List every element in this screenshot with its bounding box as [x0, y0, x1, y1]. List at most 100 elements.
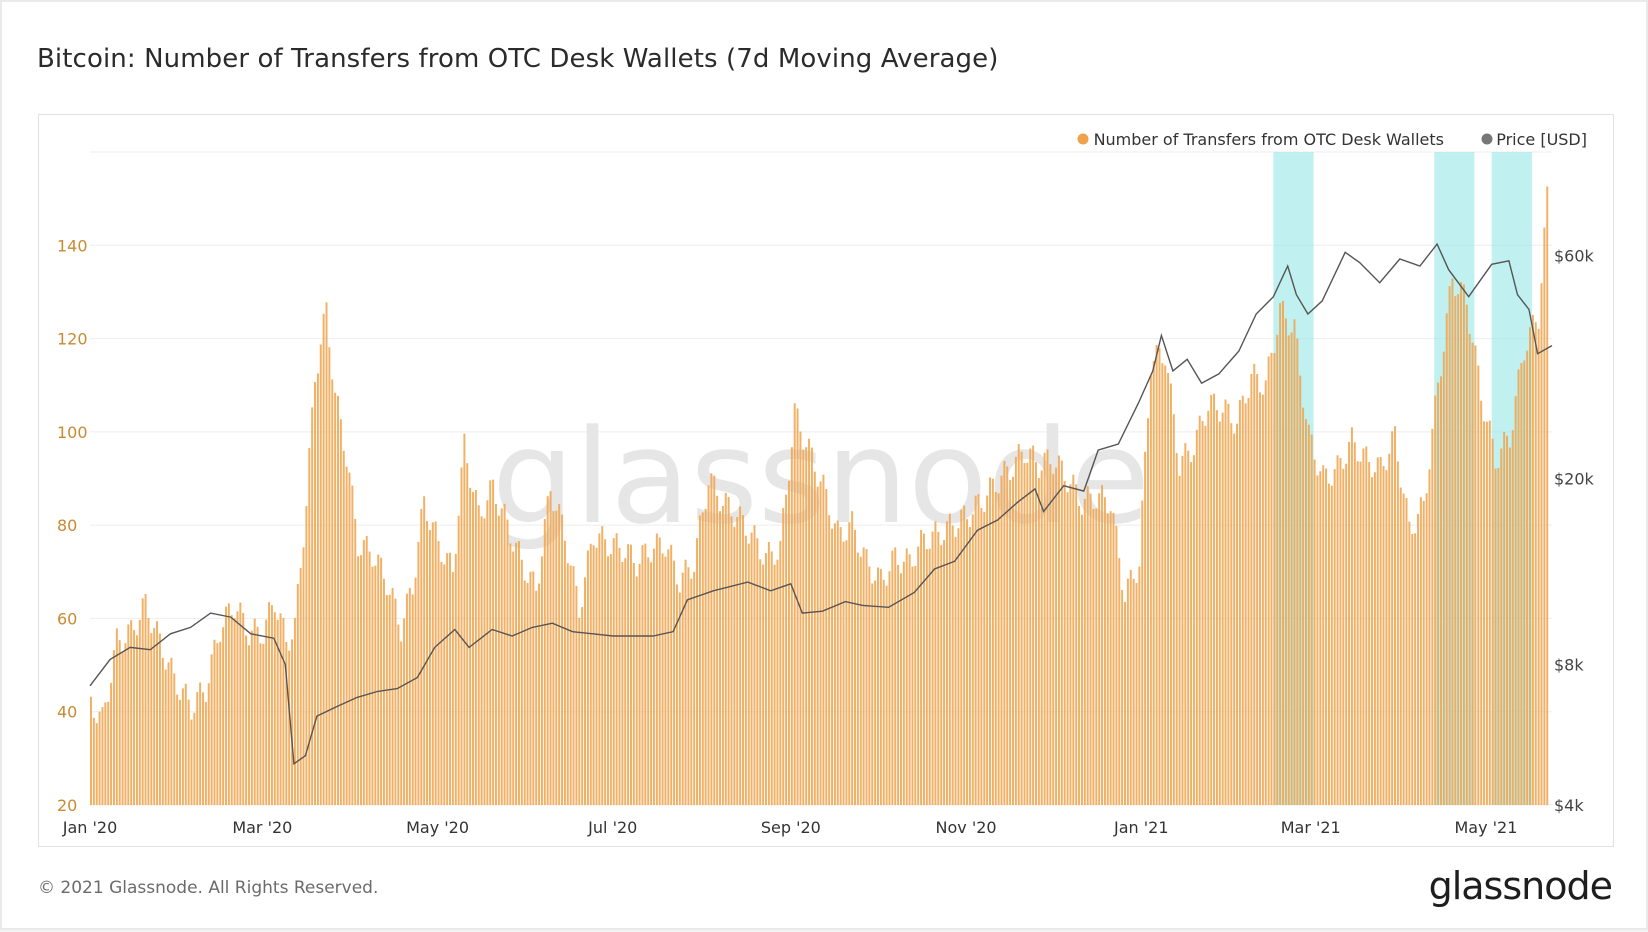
transfer-bar [1210, 394, 1213, 805]
transfer-bar [417, 541, 420, 805]
transfer-bar [675, 584, 678, 805]
transfer-bar [684, 559, 687, 805]
transfer-bar [1322, 465, 1325, 805]
transfer-bar [747, 543, 750, 805]
transfer-bar [405, 593, 408, 805]
transfer-bar [756, 538, 759, 805]
transfer-bar [1529, 327, 1531, 805]
transfer-bar [1485, 421, 1488, 805]
transfer-bar [698, 515, 701, 805]
transfer-bar [707, 485, 710, 805]
transfer-bar [489, 480, 492, 805]
transfer-bar [296, 584, 299, 805]
transfer-bar [1184, 443, 1187, 805]
left-axis-tick: 20 [57, 796, 77, 815]
transfer-bar [540, 556, 543, 805]
transfer-bar [1414, 533, 1417, 805]
transfer-bar [293, 617, 296, 805]
transfer-bar [1003, 460, 1006, 805]
transfer-bar [133, 630, 136, 805]
transfer-bar [359, 555, 362, 805]
transfer-bar [342, 450, 345, 805]
transfer-bar [1523, 360, 1526, 805]
transfer-bar [805, 447, 808, 805]
transfer-bar [836, 520, 839, 805]
transfer-bar [885, 585, 888, 805]
transfer-bar [1342, 468, 1345, 805]
transfer-bar [308, 448, 311, 805]
transfer-bar [739, 506, 742, 805]
transfer-bar [520, 559, 523, 805]
transfer-bar [928, 548, 931, 805]
transfer-bar [612, 538, 615, 805]
transfer-bar [822, 474, 825, 805]
transfer-bar [991, 478, 994, 805]
x-axis-tick: Sep '20 [761, 818, 821, 837]
transfer-bar [690, 578, 693, 805]
transfer-bar [90, 696, 92, 805]
transfer-bar [1276, 334, 1279, 805]
transfer-bar [339, 419, 342, 805]
transfer-bar [833, 523, 836, 805]
transfer-bar [1221, 412, 1224, 805]
transfer-bar [472, 492, 474, 805]
transfer-bar [615, 533, 618, 805]
transfer-bar [963, 505, 966, 805]
transfer-bar [945, 521, 948, 805]
transfer-bar [618, 547, 621, 805]
transfer-bar [1152, 361, 1155, 805]
transfer-bar [273, 612, 276, 805]
transfer-bar [1408, 521, 1411, 805]
transfer-bar [1092, 509, 1095, 805]
transfer-bar [92, 717, 95, 805]
transfer-bar [503, 503, 506, 805]
transfer-bar [1147, 418, 1149, 805]
transfer-bar [1330, 485, 1333, 805]
transfer-bar [1069, 484, 1072, 805]
transfer-bar [899, 573, 902, 805]
transfer-bar [1546, 186, 1549, 805]
transfer-bar [1304, 419, 1307, 805]
transfer-bar [179, 699, 182, 805]
transfer-bar [138, 619, 141, 805]
transfer-bar [994, 491, 997, 805]
transfer-bar [1017, 444, 1020, 805]
transfer-bar [940, 545, 943, 805]
transfer-bar [1009, 480, 1012, 805]
transfer-bar [767, 541, 770, 805]
transfer-bar [112, 650, 115, 805]
transfer-bar [951, 525, 954, 805]
transfer-bar [759, 559, 762, 805]
transfer-bar [581, 607, 584, 805]
transfer-bar [1057, 455, 1060, 805]
transfer-bar [877, 567, 879, 805]
transfer-bar [1213, 393, 1216, 805]
transfer-bar [130, 620, 133, 805]
transfer-bar [1144, 451, 1147, 805]
left-axis-tick: 60 [57, 609, 77, 628]
transfer-bar [403, 618, 406, 805]
transfer-bar [374, 565, 377, 805]
transfer-bar [1417, 513, 1419, 805]
transfer-bar [563, 540, 566, 805]
transfer-bar [457, 515, 460, 805]
transfer-bar [316, 373, 319, 805]
transfer-bar [974, 495, 977, 805]
right-axis-tick: $20k [1554, 470, 1595, 489]
transfer-bar [1368, 462, 1371, 805]
transfer-bar [713, 475, 716, 805]
transfer-bar [1327, 483, 1330, 805]
transfer-bar [1425, 493, 1428, 805]
transfer-bar [1259, 392, 1261, 805]
transfer-bar [1032, 445, 1035, 805]
transfer-bar [176, 694, 179, 805]
transfer-bar [1080, 514, 1083, 805]
transfer-bar [1103, 497, 1106, 805]
transfer-bar [865, 549, 868, 805]
transfer-bar [494, 504, 497, 805]
transfer-bar [925, 549, 928, 805]
transfer-bar [1382, 466, 1385, 805]
transfer-bar [1037, 478, 1040, 805]
transfer-bar [1302, 407, 1305, 805]
transfer-bar [1253, 363, 1256, 805]
